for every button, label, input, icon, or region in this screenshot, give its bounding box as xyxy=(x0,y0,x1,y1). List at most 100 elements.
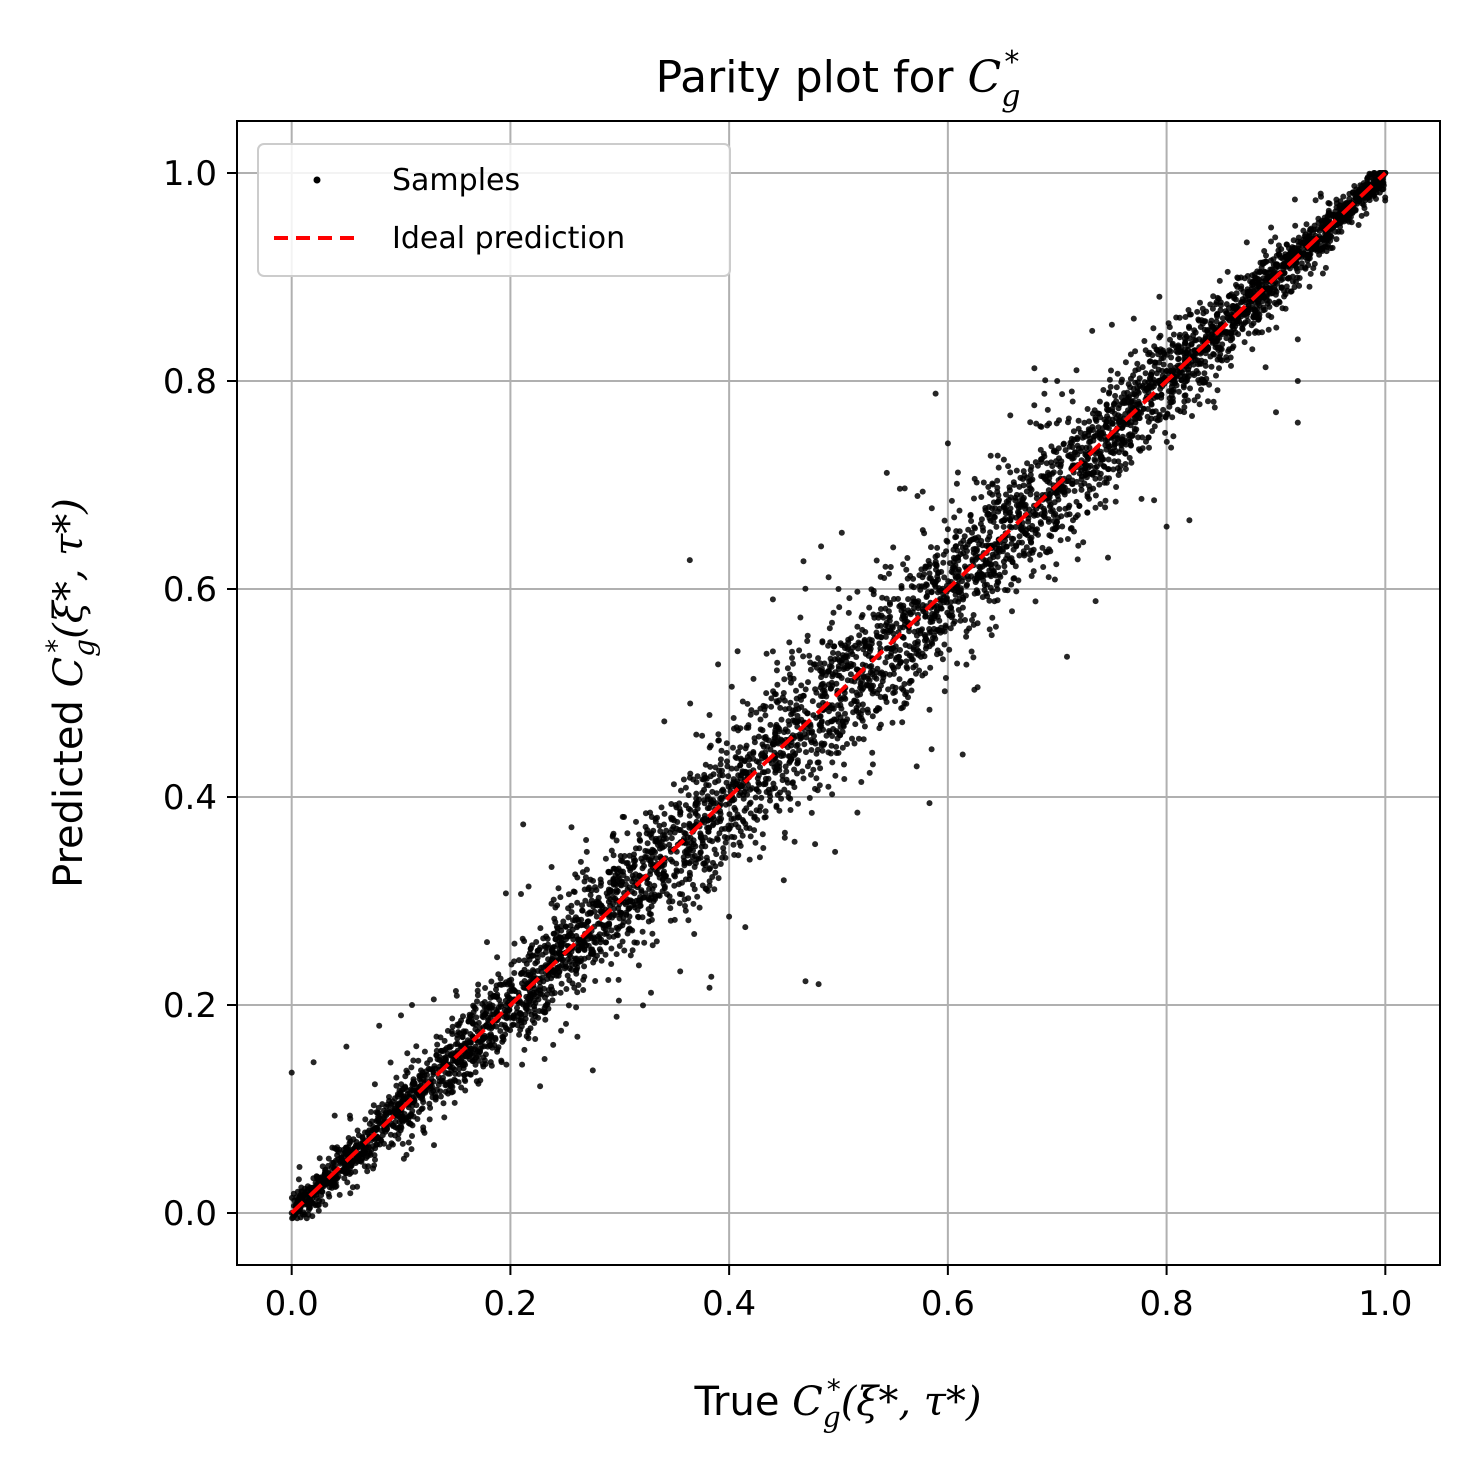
sample-point-3454 xyxy=(533,993,540,1000)
sample-point-4275 xyxy=(893,620,900,627)
sample-point-4238 xyxy=(668,814,675,821)
sample-point-4796 xyxy=(740,795,747,802)
sample-point-854 xyxy=(1057,469,1064,476)
sample-point-3175 xyxy=(989,614,996,621)
sample-point-4593 xyxy=(613,924,620,931)
sample-point-4461 xyxy=(631,904,638,911)
sample-point-4155 xyxy=(565,891,572,898)
sample-point-4840 xyxy=(1005,496,1012,503)
sample-point-3747 xyxy=(892,647,899,654)
sample-point-2603 xyxy=(732,806,739,813)
sample-point-3809 xyxy=(1214,387,1221,394)
sample-point-137 xyxy=(836,604,843,611)
sample-point-4978 xyxy=(1205,398,1211,405)
sample-point-3351 xyxy=(709,822,716,829)
sample-point-98 xyxy=(957,612,964,619)
sample-point-848 xyxy=(712,869,719,876)
sample-point-1633 xyxy=(540,935,547,942)
sample-point-4523 xyxy=(816,782,823,789)
sample-point-3484 xyxy=(780,752,787,759)
sample-point-3852 xyxy=(506,1006,513,1013)
sample-point-4408 xyxy=(653,938,660,945)
sample-point-3256 xyxy=(1333,236,1340,243)
sample-point-2893 xyxy=(583,848,590,855)
sample-point-4164 xyxy=(811,661,818,668)
sample-point-321 xyxy=(608,961,615,967)
sample-point-4143 xyxy=(849,735,855,742)
sample-point-4371 xyxy=(693,856,700,863)
sample-point-3443 xyxy=(832,772,839,779)
sample-point-4199 xyxy=(507,1014,514,1021)
sample-point-3812 xyxy=(1036,551,1043,558)
sample-point-1457 xyxy=(1213,372,1219,379)
sample-point-4620 xyxy=(1229,322,1236,329)
sample-point-4134 xyxy=(1152,415,1159,422)
sample-point-3046 xyxy=(825,749,832,756)
sample-point-2658 xyxy=(807,659,814,666)
sample-point-1679 xyxy=(951,514,958,521)
sample-point-1506 xyxy=(563,986,570,992)
sample-point-3036 xyxy=(1145,418,1152,425)
sample-point-1275 xyxy=(887,564,894,570)
sample-point-3634 xyxy=(487,1014,494,1021)
sample-point-33 xyxy=(768,703,775,710)
sample-point-2487 xyxy=(1092,598,1099,605)
sample-point-4619 xyxy=(1109,449,1116,456)
sample-point-4933 xyxy=(989,481,996,488)
sample-point-4955 xyxy=(1027,491,1034,498)
sample-point-4364 xyxy=(303,1192,310,1199)
sample-point-1129 xyxy=(619,938,626,945)
sample-point-2952 xyxy=(994,597,1001,604)
sample-point-1990 xyxy=(807,666,814,673)
sample-point-1346 xyxy=(533,939,540,945)
sample-point-4689 xyxy=(552,904,559,911)
sample-point-2254 xyxy=(904,555,911,561)
sample-point-3655 xyxy=(436,1053,443,1060)
sample-point-3935 xyxy=(1340,193,1347,200)
sample-point-4602 xyxy=(441,1114,448,1121)
sample-point-4150 xyxy=(634,939,640,946)
sample-point-1158 xyxy=(1056,417,1062,424)
sample-point-3061 xyxy=(775,724,781,731)
sample-point-3823 xyxy=(602,939,609,946)
sample-point-874 xyxy=(678,787,684,794)
sample-point-4396 xyxy=(670,781,677,788)
sample-point-4128 xyxy=(1235,331,1242,338)
sample-point-3060 xyxy=(948,497,955,504)
sample-point-1283 xyxy=(971,495,977,502)
sample-point-633 xyxy=(706,712,713,718)
sample-point-4525 xyxy=(346,1140,353,1147)
sample-point-2910 xyxy=(731,851,738,858)
sample-point-4558 xyxy=(814,787,821,794)
sample-point-3687 xyxy=(707,865,714,872)
sample-point-3550 xyxy=(568,824,575,831)
sample-point-3525 xyxy=(1191,337,1198,343)
sample-point-1122 xyxy=(1048,443,1055,450)
sample-point-4920 xyxy=(502,1002,509,1009)
sample-point-4927 xyxy=(1190,370,1196,377)
sample-point-3071 xyxy=(637,902,644,909)
sample-point-2048 xyxy=(1113,384,1120,391)
sample-point-3959 xyxy=(1244,318,1251,324)
sample-point-3370 xyxy=(426,1100,433,1107)
sample-point-59 xyxy=(1241,339,1248,346)
sample-point-3206 xyxy=(848,660,854,667)
sample-point-4475 xyxy=(1214,294,1221,301)
sample-point-4662 xyxy=(750,675,757,682)
sample-point-731 xyxy=(785,790,792,797)
sample-point-2789 xyxy=(1105,456,1112,463)
sample-point-636 xyxy=(968,648,975,655)
sample-point-359 xyxy=(1023,544,1030,551)
sample-point-81 xyxy=(795,800,801,807)
sample-point-1542 xyxy=(488,1062,495,1069)
sample-point-788 xyxy=(883,469,890,476)
sample-point-4202 xyxy=(955,566,962,573)
sample-point-2873 xyxy=(1002,587,1008,593)
sample-point-2741 xyxy=(854,588,861,595)
sample-point-4816 xyxy=(413,1043,420,1050)
sample-point-4312 xyxy=(479,1000,486,1007)
sample-point-4263 xyxy=(332,1157,339,1164)
sample-point-1889 xyxy=(549,997,556,1004)
sample-point-4938 xyxy=(791,766,798,773)
sample-point-4365 xyxy=(593,887,600,894)
